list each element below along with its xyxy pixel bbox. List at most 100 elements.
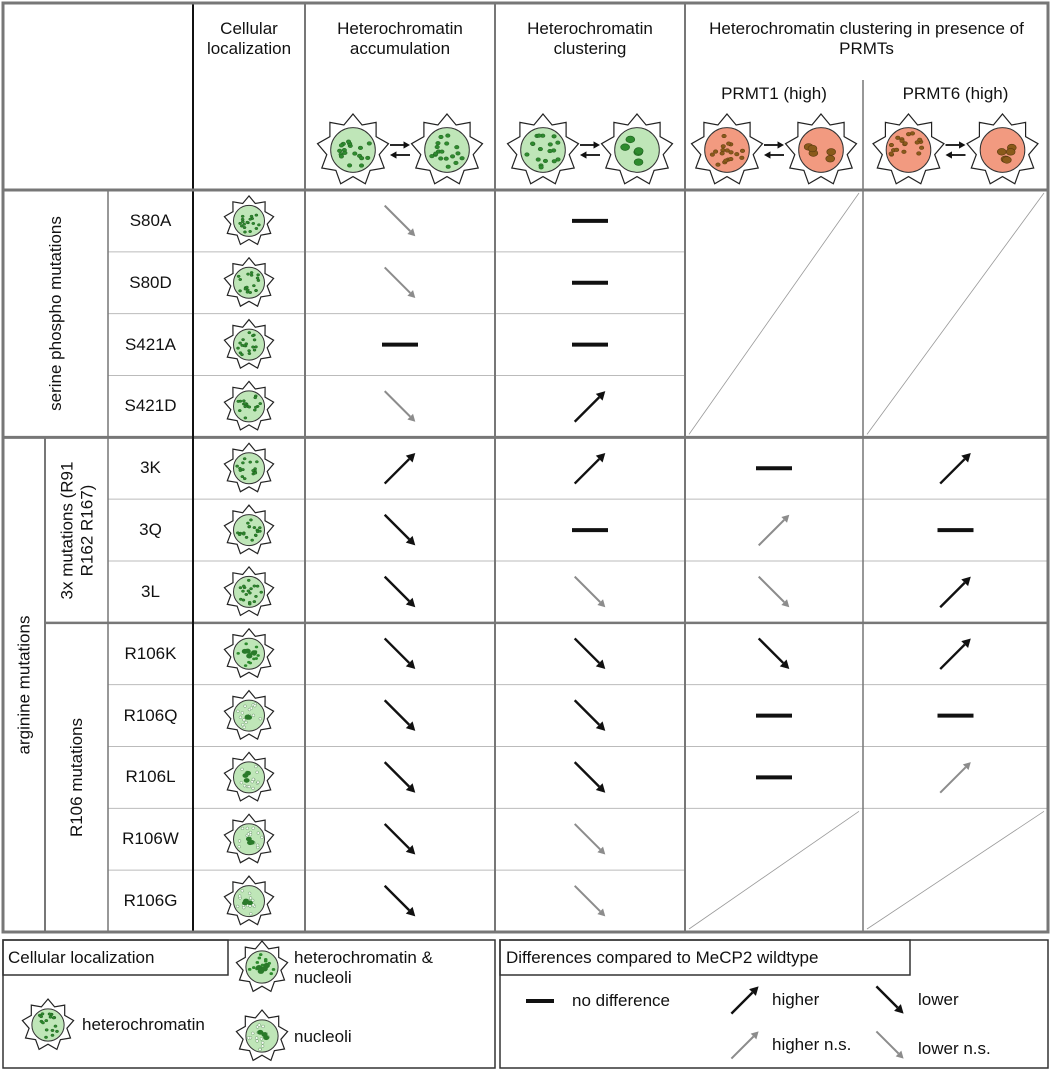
spot xyxy=(538,165,544,170)
spot xyxy=(429,154,435,159)
spot xyxy=(252,338,257,342)
spot xyxy=(243,664,248,668)
spot xyxy=(237,845,241,849)
spot xyxy=(253,471,258,475)
spot xyxy=(720,144,726,149)
arrow-shaft xyxy=(757,575,785,603)
spot xyxy=(919,145,925,150)
spot xyxy=(243,416,248,420)
symbol-lower xyxy=(383,761,416,793)
arrow-shaft xyxy=(573,458,601,485)
spot xyxy=(346,139,352,144)
spot xyxy=(740,148,745,153)
spot xyxy=(241,468,245,472)
spot xyxy=(261,1024,265,1029)
mutation-name: R106Q xyxy=(123,705,178,725)
arrow-shaft xyxy=(939,581,966,609)
spot xyxy=(240,889,244,893)
symbol-lower xyxy=(383,884,416,917)
symbol-lower-ns xyxy=(383,204,416,237)
spot xyxy=(625,135,636,144)
spot xyxy=(241,723,245,727)
spot xyxy=(44,1028,49,1032)
legend-label: lower n.s. xyxy=(918,1039,991,1058)
spot xyxy=(250,538,254,542)
spot xyxy=(254,645,259,649)
arrow-shaft xyxy=(383,204,411,232)
not-tested-diagonal xyxy=(688,192,860,435)
arrow-head xyxy=(781,599,790,608)
spot xyxy=(254,1036,259,1040)
spot xyxy=(253,533,258,537)
header-arrow xyxy=(945,151,966,159)
spot xyxy=(241,584,246,588)
spot xyxy=(906,132,912,137)
spot xyxy=(352,151,358,156)
spot xyxy=(237,533,242,537)
spot xyxy=(259,590,264,594)
symbol-higher xyxy=(573,452,606,485)
symbol-lower-ns xyxy=(383,390,416,422)
spot xyxy=(246,578,251,582)
symbol-higher xyxy=(939,576,971,609)
spot xyxy=(53,1024,58,1028)
spot xyxy=(236,709,240,713)
spot xyxy=(996,148,1007,156)
spot xyxy=(249,273,254,277)
spot xyxy=(721,133,727,139)
spot xyxy=(551,134,557,139)
spot xyxy=(258,402,263,406)
spot xyxy=(252,657,256,661)
spot xyxy=(236,274,241,278)
spot xyxy=(241,461,245,465)
spot xyxy=(899,138,905,143)
spot xyxy=(435,141,441,146)
nucleus xyxy=(424,127,470,173)
spot xyxy=(254,764,258,769)
spot xyxy=(254,594,258,598)
spot xyxy=(256,278,261,282)
spot xyxy=(633,158,644,166)
spot xyxy=(724,148,730,153)
spot xyxy=(443,156,449,161)
localization-icon xyxy=(223,813,275,864)
spot xyxy=(247,660,251,664)
spot xyxy=(269,972,274,976)
spot xyxy=(236,652,240,655)
arrow-head xyxy=(750,1031,759,1040)
arrow-head xyxy=(403,141,410,149)
arrow-head xyxy=(597,846,606,855)
symbol-lower xyxy=(383,513,416,546)
spot xyxy=(438,134,444,140)
spot xyxy=(254,345,258,349)
spot xyxy=(901,149,907,154)
mutation-name: R106K xyxy=(124,643,177,663)
spot xyxy=(254,213,259,217)
blob xyxy=(242,773,249,778)
spot xyxy=(237,409,242,413)
spot xyxy=(253,704,257,708)
spot xyxy=(453,160,459,165)
spot xyxy=(244,642,248,646)
spot xyxy=(241,598,246,602)
spot xyxy=(242,725,246,729)
spot xyxy=(247,331,252,335)
arrow-shaft xyxy=(573,823,601,851)
header-arrow xyxy=(390,141,410,149)
spot xyxy=(238,894,242,898)
arrow-head xyxy=(405,845,416,855)
spot xyxy=(719,151,725,156)
spot xyxy=(888,151,894,156)
spot xyxy=(252,526,257,530)
legend-icon xyxy=(235,940,289,993)
spot xyxy=(242,226,247,230)
arrow-shaft xyxy=(383,390,411,418)
legend-label: heterochromatin & nucleoli xyxy=(294,948,433,987)
symbol-lower xyxy=(573,761,606,793)
spot xyxy=(255,460,259,464)
arrow-head xyxy=(407,228,416,237)
spot xyxy=(359,163,364,168)
arrow-head xyxy=(580,151,587,159)
spot xyxy=(247,349,251,353)
